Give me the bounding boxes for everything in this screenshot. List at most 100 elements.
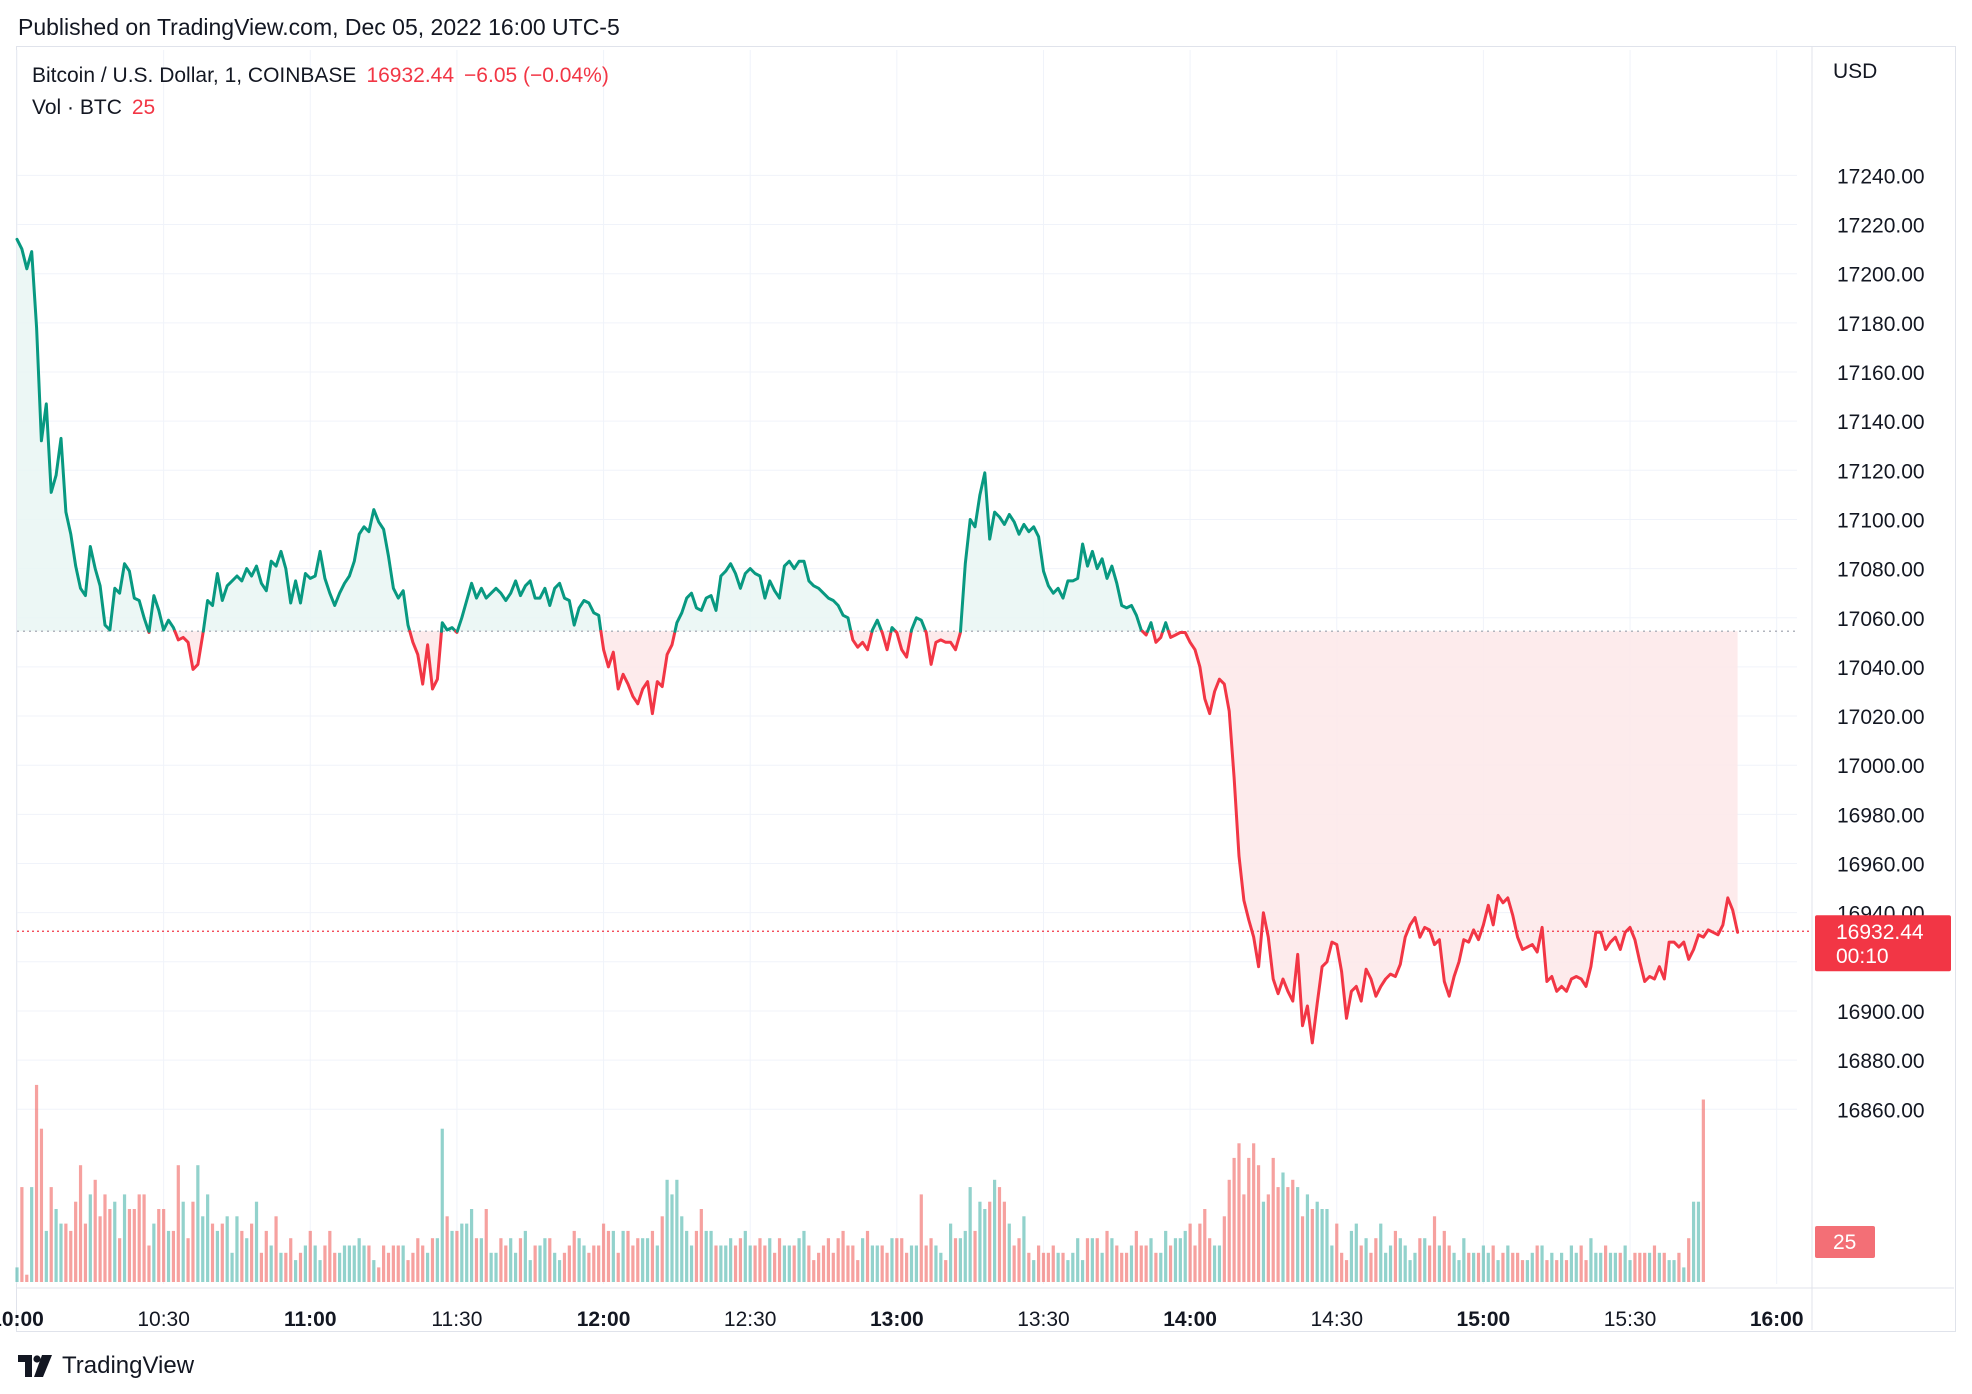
- volume-bar: [914, 1245, 918, 1282]
- volume-bar: [694, 1230, 699, 1282]
- volume-bar: [1154, 1252, 1158, 1282]
- symbol-legend[interactable]: Bitcoin / U.S. Dollar, 1, COINBASE 16932.…: [32, 64, 609, 88]
- volume-bar: [469, 1209, 474, 1282]
- volume-bar: [817, 1252, 821, 1282]
- volume-bar: [978, 1201, 982, 1282]
- volume-bar: [1574, 1252, 1578, 1282]
- volume-bar: [127, 1209, 132, 1282]
- volume-bar: [548, 1238, 552, 1282]
- volume-bar: [1066, 1260, 1070, 1282]
- currency-label[interactable]: USD: [1833, 60, 1878, 83]
- volume-bar: [137, 1194, 141, 1282]
- price-line: [15, 237, 1740, 1045]
- volume-bar: [870, 1245, 874, 1282]
- volume-bar: [1364, 1238, 1368, 1282]
- volume-bar: [142, 1194, 146, 1282]
- volume-bar: [44, 1230, 48, 1282]
- volume-bar: [240, 1230, 244, 1282]
- volume-bar: [382, 1245, 386, 1282]
- volume-bar: [836, 1238, 840, 1282]
- volume-bar: [1398, 1238, 1402, 1282]
- symbol-name: Bitcoin / U.S. Dollar, 1, COINBASE: [32, 64, 357, 87]
- price-tick-label: 17040.00: [1837, 657, 1925, 680]
- volume-bar: [782, 1245, 787, 1282]
- line-segment-down: [880, 629, 893, 652]
- volume-bar: [1579, 1245, 1583, 1282]
- volume-bar: [1491, 1245, 1495, 1282]
- volume-bar: [1677, 1252, 1681, 1282]
- volume-bar: [636, 1238, 640, 1282]
- line-segment-up: [1146, 621, 1155, 633]
- volume-bar: [1232, 1157, 1236, 1282]
- volume-bar: [787, 1245, 791, 1282]
- price-tick-label: 17020.00: [1837, 706, 1925, 729]
- volume-bar: [1173, 1238, 1178, 1282]
- volume-bar: [1071, 1252, 1075, 1282]
- line-segment-up: [909, 616, 928, 633]
- volume-bar: [215, 1230, 220, 1282]
- fill-above-baseline: [203, 509, 410, 632]
- volume-bar: [1682, 1267, 1686, 1282]
- volume-bar: [1212, 1245, 1217, 1282]
- volume-bar: [919, 1194, 923, 1282]
- volume-bar: [1408, 1260, 1412, 1282]
- volume-legend[interactable]: Vol · BTC 25: [32, 96, 155, 120]
- volume-bar: [993, 1179, 997, 1282]
- volume-bar: [807, 1245, 811, 1282]
- volume-bar: [680, 1216, 684, 1282]
- volume-bar: [1647, 1252, 1652, 1282]
- volume-bar: [494, 1252, 498, 1282]
- volume-bar: [1227, 1179, 1231, 1282]
- line-segment-up: [455, 579, 603, 633]
- volume-bar: [1560, 1252, 1564, 1282]
- volume-bar: [1115, 1245, 1119, 1282]
- volume-bar: [733, 1245, 738, 1282]
- volume-bar: [30, 1187, 34, 1282]
- volume-bar: [1496, 1260, 1500, 1282]
- volume-bar: [1535, 1245, 1539, 1282]
- volume-bar: [367, 1245, 371, 1282]
- footer-brand[interactable]: TradingView: [18, 1352, 194, 1380]
- volume-bar: [1271, 1157, 1275, 1282]
- volume-bar: [528, 1260, 532, 1282]
- time-tick-label: 14:30: [1310, 1308, 1363, 1331]
- volume-bar: [1178, 1238, 1182, 1282]
- volume-bar: [54, 1209, 58, 1282]
- volume-bar: [699, 1209, 703, 1282]
- volume-bar: [347, 1245, 351, 1282]
- line-segment-up: [15, 237, 151, 633]
- volume-bar: [856, 1260, 860, 1282]
- volume-bar: [792, 1245, 796, 1282]
- price-tick-label: 17080.00: [1837, 559, 1925, 582]
- last-price: 16932.44: [366, 64, 455, 87]
- volume-bar: [411, 1252, 415, 1282]
- price-tick-label: 16980.00: [1837, 804, 1925, 827]
- volume-bar: [1320, 1209, 1324, 1282]
- volume-bar: [1359, 1245, 1363, 1282]
- volume-bar: [333, 1252, 337, 1282]
- volume-bar: [562, 1252, 567, 1282]
- volume-bar: [1599, 1252, 1603, 1282]
- volume-bar: [74, 1201, 78, 1282]
- volume-bar: [1105, 1230, 1109, 1282]
- volume-bar: [1056, 1252, 1060, 1282]
- volume-bar: [802, 1230, 806, 1282]
- volume-bar: [1442, 1230, 1446, 1282]
- volume-bar: [342, 1245, 347, 1282]
- volume-bar: [738, 1238, 743, 1282]
- volume-bar: [1217, 1245, 1222, 1282]
- fill-below-baseline: [925, 631, 961, 665]
- volume-bar: [929, 1238, 933, 1282]
- time-tick-label: 11:30: [431, 1308, 482, 1331]
- volume-bar: [284, 1252, 288, 1282]
- fill-below-baseline: [1168, 631, 1738, 1043]
- volume-bar: [1129, 1245, 1134, 1282]
- volume-badge: [1815, 1226, 1875, 1258]
- line-segment-down: [408, 629, 443, 691]
- volume-bar: [768, 1238, 772, 1282]
- fill-above-baseline: [960, 472, 1143, 632]
- volume-bar: [685, 1230, 689, 1282]
- volume-bar: [166, 1230, 171, 1282]
- volume-bar: [1618, 1252, 1622, 1282]
